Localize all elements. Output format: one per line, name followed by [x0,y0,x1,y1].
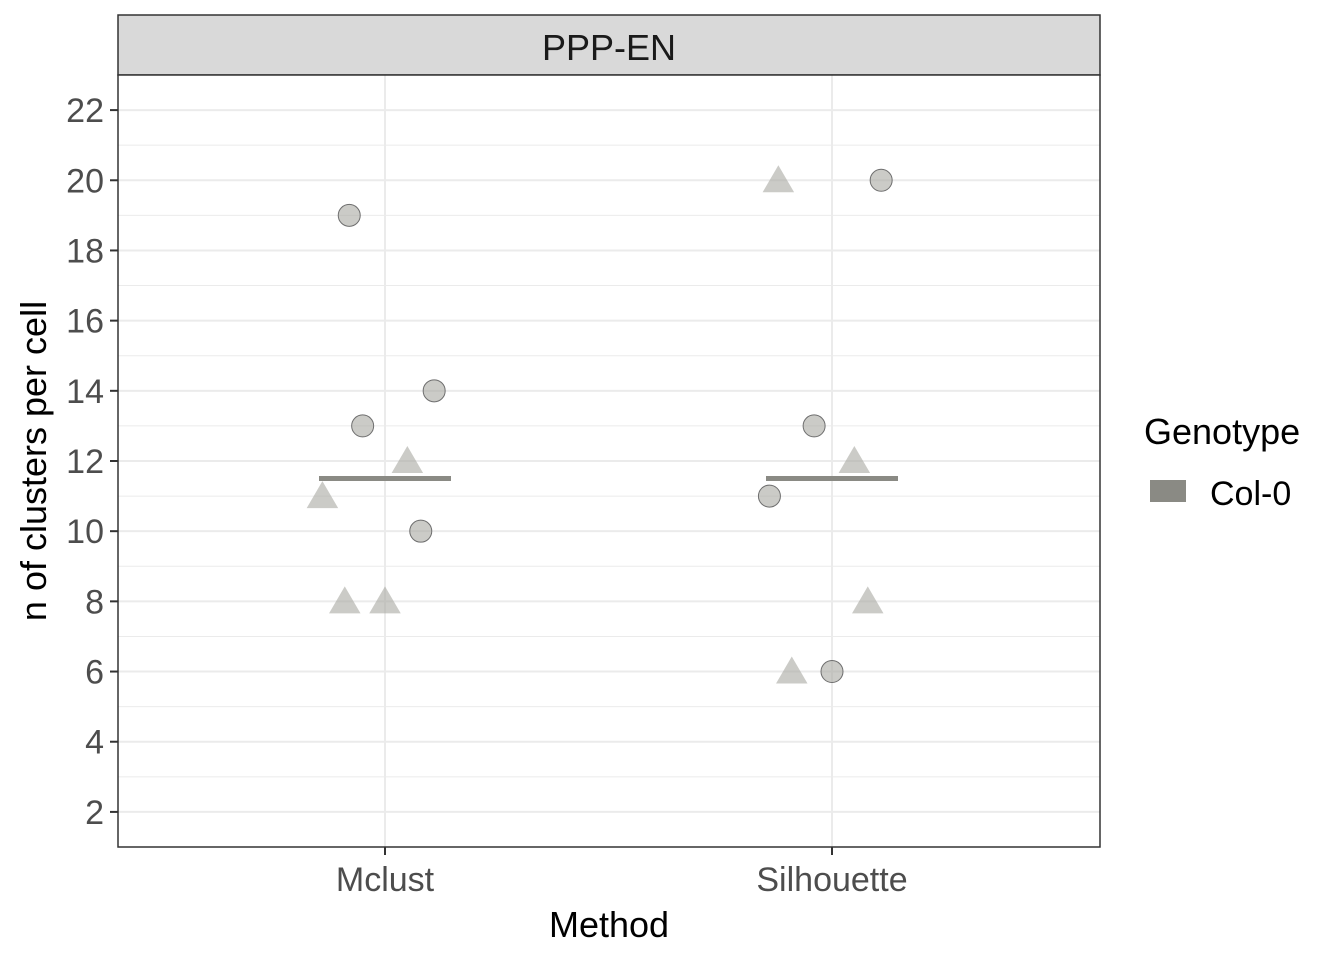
y-tick-label: 18 [66,232,104,270]
point-circle [802,414,826,438]
point-circle [351,414,375,438]
point-triangle [306,481,339,509]
x-tick-label-mclust: Mclust [336,861,435,899]
point-triangle [838,446,871,473]
y-tick-label: 10 [66,513,104,551]
x-axis: Mclust Silhouette [336,847,908,899]
legend: Genotype Col-0 [1144,411,1300,513]
point-circle [422,379,446,403]
data-points [306,165,893,684]
y-tick-label: 8 [85,583,104,621]
y-tick-label: 20 [66,162,104,200]
point-triangle [369,586,401,614]
point-triangle [391,446,424,473]
grid-lines [118,75,1100,848]
point-circle [820,660,844,684]
facet-label: PPP-EN [542,27,676,68]
point-triangle [776,656,808,684]
y-tick-label: 12 [66,443,104,481]
y-axis-title: n of clusters per cell [13,301,54,621]
y-tick-label: 4 [85,724,104,762]
point-triangle [329,586,361,614]
x-axis-title: Method [549,904,669,945]
legend-label-col-0: Col-0 [1210,475,1291,513]
point-circle [869,168,893,192]
y-tick-label: 16 [66,303,104,341]
y-tick-label: 6 [85,654,104,692]
point-triangle [852,586,884,614]
legend-key-col-0 [1150,480,1186,502]
y-axis: 2 4 6 8 10 12 14 16 18 20 22 [66,92,118,832]
facet-strip [117,14,1101,76]
y-tick-label: 22 [66,92,104,130]
y-tick-label: 2 [85,794,104,832]
point-circle [409,519,433,543]
point-circle [337,203,361,227]
x-tick-label-silhouette: Silhouette [756,861,907,899]
y-tick-label: 14 [66,373,104,411]
legend-title: Genotype [1144,411,1300,452]
point-triangle [762,165,795,193]
point-circle [757,484,781,508]
